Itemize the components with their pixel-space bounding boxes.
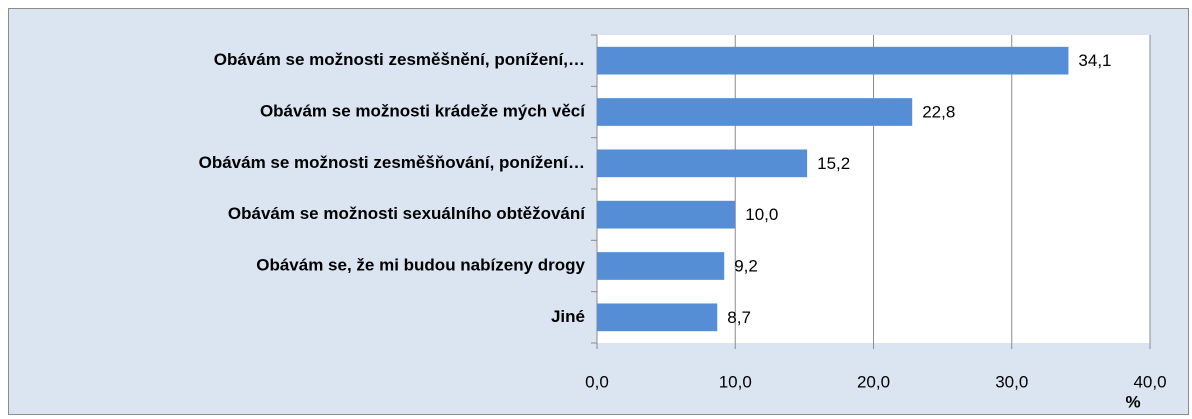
value-label: 10,0 [745, 205, 778, 224]
y-tick-label: Obávám se možnosti krádeže mých věcí [260, 101, 586, 120]
x-tick-label: 30,0 [995, 372, 1028, 391]
x-tick-label: 20,0 [857, 372, 890, 391]
y-tick-label: Obávám se, že mi budou nabízeny drogy [256, 255, 585, 274]
x-axis-label: % [1125, 392, 1140, 411]
value-label: 15,2 [817, 154, 850, 173]
y-tick-label: Obávám se možnosti zesměšňování, ponížen… [199, 153, 585, 172]
bar [597, 46, 1069, 75]
bar [597, 303, 718, 332]
bar [597, 252, 725, 280]
value-label: 9,2 [734, 256, 758, 275]
value-label: 8,7 [727, 308, 751, 327]
bar [597, 98, 913, 126]
y-tick-label: Jiné [551, 307, 585, 326]
value-label: 22,8 [922, 102, 955, 121]
bar [597, 200, 736, 229]
x-tick-label: 10,0 [719, 372, 752, 391]
y-tick-label: Obávám se možnosti zesměšnění, ponížení,… [214, 50, 585, 69]
value-label: 34,1 [1078, 51, 1111, 70]
x-tick-label: 0,0 [585, 372, 609, 391]
y-tick-label: Obávám se možnosti sexuálního obtěžování [228, 204, 586, 223]
bar [597, 149, 808, 178]
x-tick-label: 40,0 [1133, 372, 1166, 391]
